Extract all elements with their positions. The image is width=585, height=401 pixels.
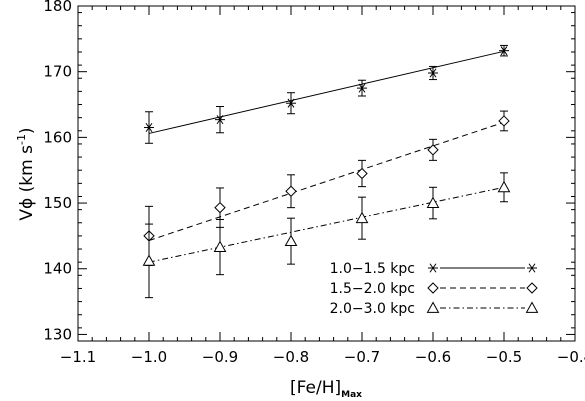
asterisk-stroke [358, 83, 366, 93]
series-3 [142, 172, 511, 299]
plot-frame [77, 5, 576, 342]
x-tick-label: −0.8 [273, 348, 309, 366]
legend-label: 2.0−3.0 kpc [330, 301, 415, 317]
diamond-marker [498, 115, 510, 127]
x-tick-label: −0.4 [557, 348, 585, 366]
x-axis-label: [Fe/H]Max [290, 378, 362, 400]
triangle-marker [355, 211, 369, 224]
series-layer [142, 44, 511, 299]
asterisk-stroke [429, 68, 437, 78]
x-axis-label-subscript: Max [341, 390, 362, 400]
y-tick-label: 150 [43, 194, 72, 212]
diamond-marker [427, 282, 439, 294]
asterisk-stroke [429, 263, 437, 273]
x-tick-label: −0.5 [486, 348, 522, 366]
y-axis-label-sup: -1 [15, 134, 28, 145]
x-tick-label: −1.0 [131, 348, 167, 366]
triangle-marker [284, 234, 298, 247]
series-1 [144, 44, 509, 144]
asterisk-marker [215, 115, 225, 125]
diamond-marker [526, 282, 538, 294]
diamond-marker [285, 185, 297, 197]
asterisk-marker [144, 122, 154, 133]
x-tick-label: −0.7 [344, 348, 380, 366]
legend: 1.0−1.5 kpc 1.5−2.0 kpc 2.0−3.0 kpc [330, 261, 539, 317]
fit-line [148, 121, 505, 241]
y-tick-label: 140 [43, 260, 72, 278]
asterisk-stroke [500, 46, 508, 56]
y-tick-label: 170 [43, 63, 72, 81]
asterisk-marker [499, 46, 509, 56]
triangle-marker [426, 301, 440, 313]
fit-line [148, 50, 505, 134]
asterisk-marker [428, 263, 438, 273]
fit-line [148, 186, 505, 263]
y-tick-labels: 130 140 150 160 170 180 [43, 0, 72, 343]
x-axis-label-main: [Fe/H] [290, 378, 341, 398]
y-tick-label: 130 [43, 325, 72, 343]
triangle-marker [213, 240, 227, 252]
asterisk-stroke [145, 122, 153, 133]
y-axis-label-main: Vϕ (km s [17, 145, 37, 221]
diamond-marker [356, 167, 368, 180]
legend-label: 1.5−2.0 kpc [330, 281, 415, 297]
triangle-marker [426, 196, 440, 208]
axis-ticks [77, 5, 576, 342]
asterisk-stroke [528, 263, 536, 273]
triangle-marker [497, 180, 511, 193]
y-axis-label-close: ) [17, 127, 37, 134]
y-axis-label: Vϕ (km s-1) [15, 127, 37, 220]
triangle-marker [142, 254, 156, 266]
x-tick-label: −1.1 [60, 348, 96, 366]
diamond-marker [214, 201, 226, 214]
asterisk-marker [357, 83, 367, 93]
x-tick-labels: −1.1 −1.0 −0.9 −0.8 −0.7 −0.6 −0.5 −0.4 [60, 348, 585, 366]
asterisk-stroke [287, 98, 295, 108]
legend-label: 1.0−1.5 kpc [330, 261, 415, 277]
diamond-marker [427, 144, 439, 156]
asterisk-marker [286, 98, 296, 108]
y-tick-label: 180 [43, 0, 72, 15]
asterisk-marker [527, 263, 537, 273]
asterisk-stroke [216, 115, 224, 125]
series-2 [143, 110, 510, 266]
asterisk-marker [428, 68, 438, 78]
triangle-marker [525, 301, 539, 313]
y-tick-label: 160 [43, 128, 72, 146]
x-tick-label: −0.9 [202, 348, 238, 366]
x-tick-label: −0.6 [415, 348, 451, 366]
